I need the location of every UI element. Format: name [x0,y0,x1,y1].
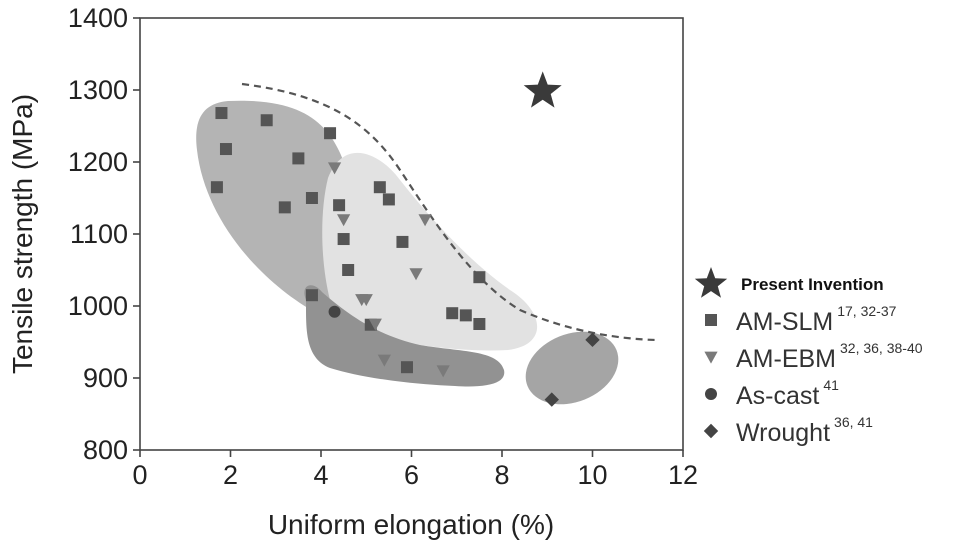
x-tick-label: 2 [223,460,238,490]
y-axis-title: Tensile strength (MPa) [7,94,38,374]
x-tick-label: 12 [668,460,698,490]
am-ebm-point [327,162,342,175]
y-tick-label: 900 [83,363,128,393]
am-slm-point [446,307,459,320]
legend-present-invention-label: Present Invention [741,275,884,294]
legend-wrought-label: Wrought [736,419,830,447]
y-tick-label: 1300 [68,75,128,105]
am-slm-point [382,193,395,206]
am-slm-point [260,114,273,127]
am-slm-point [333,199,346,212]
x-axis-title: Uniform elongation (%) [268,509,554,540]
legend-as-cast-marker [705,388,717,400]
am-ebm-region [322,152,538,351]
legend-as-cast-label: As-cast [736,382,819,410]
legend-am-slm-label: AM-SLM [736,308,833,336]
x-tick-label: 6 [404,460,419,490]
am-ebm-point [368,318,382,331]
y-tick-label: 1100 [70,219,128,249]
am-ebm-point [418,214,432,227]
am-ebm-point [377,354,391,367]
x-axis: 0 2 4 6 8 10 12 [132,450,698,490]
am-slm-point [459,309,472,322]
am-ebm-point [436,365,450,378]
legend-am-ebm-refs: 32, 36, 38-40 [840,340,923,356]
as-cast-point [328,305,341,318]
am-slm-point [215,107,228,120]
as-cast-region [304,285,505,387]
am-slm-point [473,271,486,284]
am-slm-point [305,192,318,204]
legend-am-slm-marker [705,314,717,326]
y-tick-label: 1400 [68,3,128,33]
x-tick-label: 8 [494,460,509,490]
legend-present-invention-marker [694,267,728,298]
legend: Present Invention AM-SLM 17, 32-37 AM-EBM 32… [694,267,923,447]
x-tick-label: 0 [132,460,147,490]
y-axis: 800 900 1000 1100 1200 1300 1400 [68,3,140,465]
upper-bound-curve [241,82,657,342]
am-slm-point [396,235,409,248]
legend-as-cast-refs: 41 [823,377,839,393]
x-tick-label: 4 [313,460,328,490]
wrought-point [544,392,559,407]
legend-wrought-refs: 36, 41 [834,414,873,430]
present-invention-point [523,71,562,108]
am-slm-point [400,361,413,374]
y-tick-label: 1200 [68,147,128,177]
wrought-region [525,331,619,405]
data-points [210,71,600,407]
am-slm-point [292,152,305,165]
am-slm-point [305,289,318,302]
am-ebm-point [359,294,373,307]
am-slm-point [219,143,232,156]
am-slm-point [324,127,337,140]
am-slm-point [342,264,355,276]
am-slm-region [196,100,358,321]
am-slm-point [473,318,486,330]
legend-am-ebm-label: AM-EBM [736,345,836,373]
y-tick-label: 1000 [68,291,128,321]
legend-am-slm-refs: 17, 32-37 [837,303,896,319]
x-tick-label: 10 [577,460,607,490]
legend-am-ebm-marker [704,351,718,364]
am-ebm-point [337,214,351,227]
am-slm-point [337,233,350,246]
wrought-point [585,332,600,348]
am-slm-point [373,181,386,194]
legend-wrought-marker [703,423,719,439]
y-tick-label: 800 [83,435,128,465]
region-shading [196,82,657,405]
am-slm-point [278,201,291,214]
am-ebm-point [409,268,423,281]
am-slm-point [210,181,223,194]
